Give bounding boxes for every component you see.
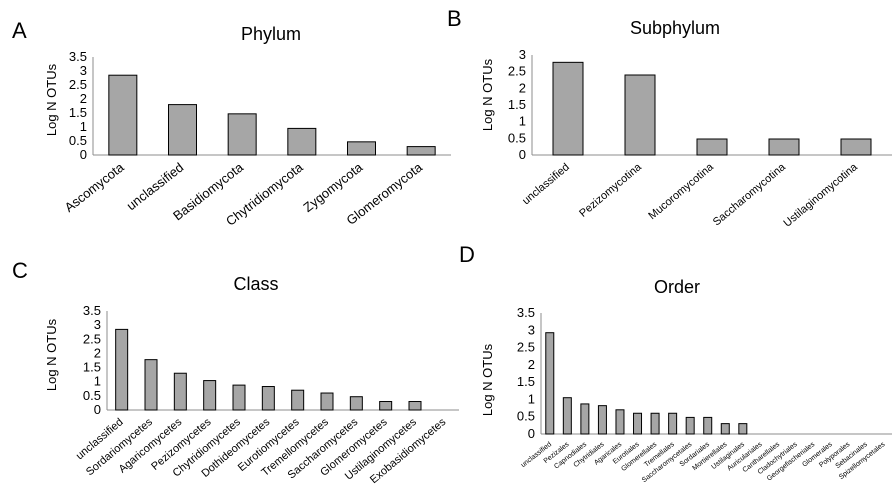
y-tick-label: 2 <box>528 357 535 372</box>
y-tick-label: 1 <box>80 119 87 134</box>
y-tick-label: 0 <box>80 147 87 162</box>
y-tick-label: 3 <box>80 63 87 78</box>
chart-title: Class <box>233 274 278 294</box>
y-tick-label: 2.5 <box>83 331 101 346</box>
y-tick-label: 2 <box>80 91 87 106</box>
y-axis-label: Log N OTUs <box>44 318 59 391</box>
bar <box>287 127 317 156</box>
chart-title: Order <box>654 277 700 297</box>
bar <box>580 403 590 435</box>
y-axis-label: Log N OTUs <box>44 63 59 136</box>
y-tick-label: 2 <box>94 345 101 360</box>
y-tick-label: 2.5 <box>508 64 526 79</box>
chart-title: Subphylum <box>630 18 720 38</box>
x-tick-label: Pezizomycotina <box>577 161 644 220</box>
y-tick-label: 3.5 <box>69 49 87 64</box>
bar <box>168 104 197 156</box>
y-tick-label: 3 <box>94 317 101 332</box>
bar <box>597 405 607 435</box>
y-tick-label: 1 <box>94 374 101 389</box>
bar <box>552 61 584 156</box>
bar <box>349 396 363 411</box>
x-tick-label: Ascomycota <box>62 159 128 215</box>
y-tick-label: 0 <box>94 402 101 417</box>
bar <box>696 138 728 156</box>
y-tick-label: 0.5 <box>508 130 526 145</box>
bar <box>408 401 422 411</box>
bar <box>406 146 436 156</box>
x-tick-label: Saccharomycotina <box>711 161 789 229</box>
bar <box>173 372 187 411</box>
bar <box>261 386 275 411</box>
y-tick-label: 1 <box>519 114 526 129</box>
y-tick-label: 3 <box>519 47 526 62</box>
y-tick-label: 0 <box>528 426 535 441</box>
bar <box>685 416 695 435</box>
y-tick-label: 0.5 <box>69 133 87 148</box>
y-tick-label: 2.5 <box>517 340 535 355</box>
x-tick-label: unclassified <box>520 161 572 207</box>
panel-letter: B <box>447 6 462 31</box>
chart-title: Phylum <box>241 24 301 44</box>
chart-panel-b: B Subphylum Log N OTUs 0 0.51 1.5 22.5 3 unclass… <box>447 6 892 230</box>
bar <box>203 380 217 411</box>
bar <box>562 397 572 435</box>
y-tick-label: 1.5 <box>508 97 526 112</box>
y-tick-label: 2.5 <box>69 77 87 92</box>
bar <box>738 423 748 435</box>
y-tick-label: 3.5 <box>517 305 535 320</box>
y-tick-label: 2 <box>519 80 526 95</box>
panel-letter: C <box>12 258 28 283</box>
y-tick-label: 1.5 <box>517 374 535 389</box>
y-axis-label: Log N OTUs <box>480 58 495 131</box>
bar <box>624 74 656 156</box>
y-axis-label: Log N OTUs <box>480 343 495 416</box>
bar <box>668 412 678 435</box>
y-tick-label: 0 <box>519 147 526 162</box>
y-tick-label: 1.5 <box>83 360 101 375</box>
bar <box>615 409 625 435</box>
y-tick-label: 1 <box>528 391 535 406</box>
bar <box>650 412 660 435</box>
bar <box>320 392 334 411</box>
y-tick-label: 3.5 <box>83 303 101 318</box>
x-tick-label: Ustilaginomycotina <box>781 161 860 230</box>
bar <box>227 113 257 156</box>
bar <box>115 328 129 411</box>
chart-panel-a: A Phylum Log N OTUs 00.511.522.533.5 Ascomyc… <box>12 18 451 229</box>
bar <box>703 416 713 435</box>
y-tick-label: 0.5 <box>517 409 535 424</box>
bar <box>144 359 158 411</box>
bar <box>545 332 555 435</box>
panel-letter: D <box>459 242 475 267</box>
bar <box>108 74 138 156</box>
bar <box>291 389 305 411</box>
y-tick-label: 0.5 <box>83 388 101 403</box>
bar <box>720 423 730 435</box>
y-tick-label: 3 <box>528 322 535 337</box>
bar <box>633 412 643 435</box>
bar <box>840 138 872 156</box>
panel-letter: A <box>12 18 27 43</box>
bar <box>379 401 393 411</box>
bar <box>768 138 800 156</box>
bar <box>347 141 376 156</box>
bar <box>232 384 246 411</box>
x-tick-label: Mucoromycotina <box>646 161 716 223</box>
y-tick-label: 1.5 <box>69 105 87 120</box>
